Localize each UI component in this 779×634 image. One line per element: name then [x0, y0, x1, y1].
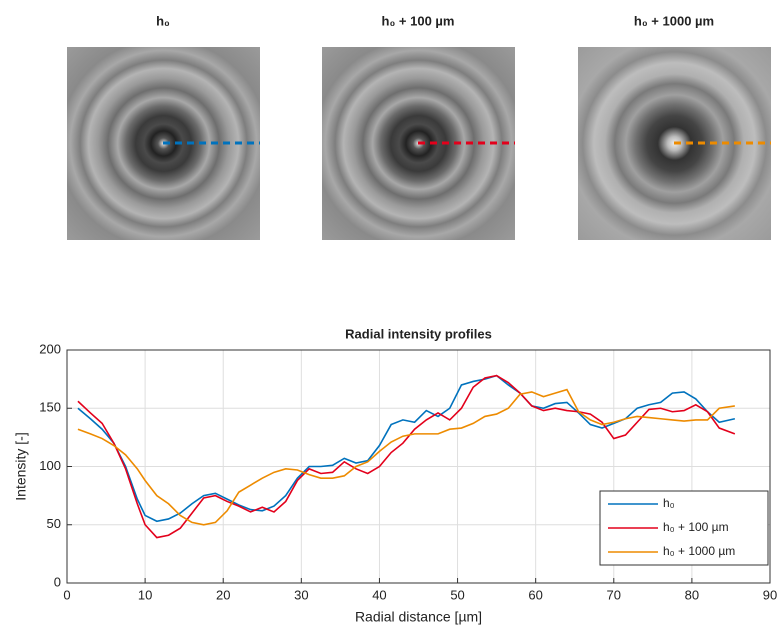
x-tick-label: 90: [763, 587, 777, 602]
y-tick-label: 0: [54, 574, 61, 589]
y-tick-label: 150: [39, 400, 61, 415]
x-tick-label: 70: [607, 587, 621, 602]
legend-label: h₀ + 100 µm: [663, 520, 729, 534]
legend: h₀ h₀ + 100 µm h₀ + 1000 µm: [599, 490, 769, 566]
series-line: [77, 388, 735, 526]
panel-title: h₀ + 100 µm: [382, 13, 455, 28]
x-tick-label: 0: [63, 587, 70, 602]
x-tick-label: 50: [450, 587, 464, 602]
x-tick-label: 30: [294, 587, 308, 602]
x-tick-label: 10: [138, 587, 152, 602]
panel-title: h₀: [156, 13, 170, 28]
y-tick-label: 50: [47, 516, 61, 531]
series-line: [77, 374, 736, 539]
chart-title: Radial intensity profiles: [345, 326, 492, 341]
y-tick-label: 200: [39, 341, 61, 356]
x-tick-label: 20: [216, 587, 230, 602]
x-tick-label: 60: [528, 587, 542, 602]
x-axis-label: Radial distance [µm]: [355, 609, 482, 625]
y-axis-label: Intensity [-]: [13, 432, 29, 500]
axes-frame: [66, 349, 771, 584]
y-tick-label: 100: [39, 458, 61, 473]
x-tick-label: 40: [372, 587, 386, 602]
panel-title: h₀ + 1000 µm: [634, 13, 714, 28]
x-tick-label: 80: [685, 587, 699, 602]
legend-label: h₀: [663, 496, 675, 510]
legend-label: h₀ + 1000 µm: [663, 544, 735, 558]
